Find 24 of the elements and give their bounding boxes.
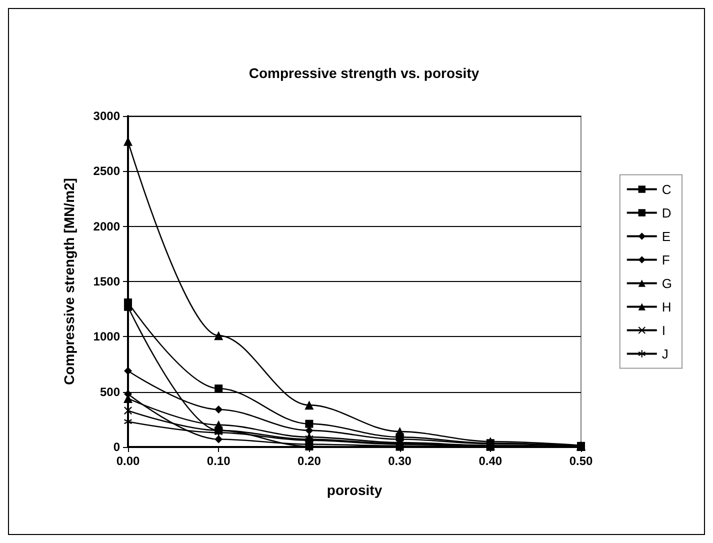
x-axis-title: porosity bbox=[326, 482, 382, 498]
y-tick-label: 2500 bbox=[93, 164, 120, 178]
x-tick-label: 0.20 bbox=[298, 454, 322, 468]
legend-label: G bbox=[662, 276, 672, 291]
legend-label: I bbox=[662, 322, 666, 338]
y-tick-label: 3000 bbox=[93, 109, 120, 123]
x-tick-label: 0.50 bbox=[569, 454, 593, 468]
legend-label: J bbox=[662, 346, 668, 362]
y-axis-title: Compressive strength [MN/m2] bbox=[61, 178, 77, 385]
legend-label: D bbox=[662, 205, 672, 220]
x-tick-label: 0.10 bbox=[206, 454, 231, 468]
legend-label: H bbox=[662, 299, 672, 314]
y-tick-label: 0 bbox=[113, 440, 120, 454]
x-tick-label: 0.30 bbox=[388, 454, 412, 468]
legend-label: E bbox=[662, 228, 671, 244]
x-tick-label: 0.40 bbox=[478, 454, 502, 468]
x-tick-label: 0.00 bbox=[116, 454, 140, 468]
legend-label: F bbox=[662, 252, 670, 268]
y-tick-label: 1500 bbox=[93, 274, 120, 288]
legend-label: C bbox=[662, 182, 672, 197]
y-tick-label: 1000 bbox=[93, 330, 120, 344]
chart-title: Compressive strength vs. porosity bbox=[248, 65, 480, 81]
y-tick-label: 500 bbox=[100, 384, 120, 399]
y-tick-label: 2000 bbox=[93, 219, 120, 234]
